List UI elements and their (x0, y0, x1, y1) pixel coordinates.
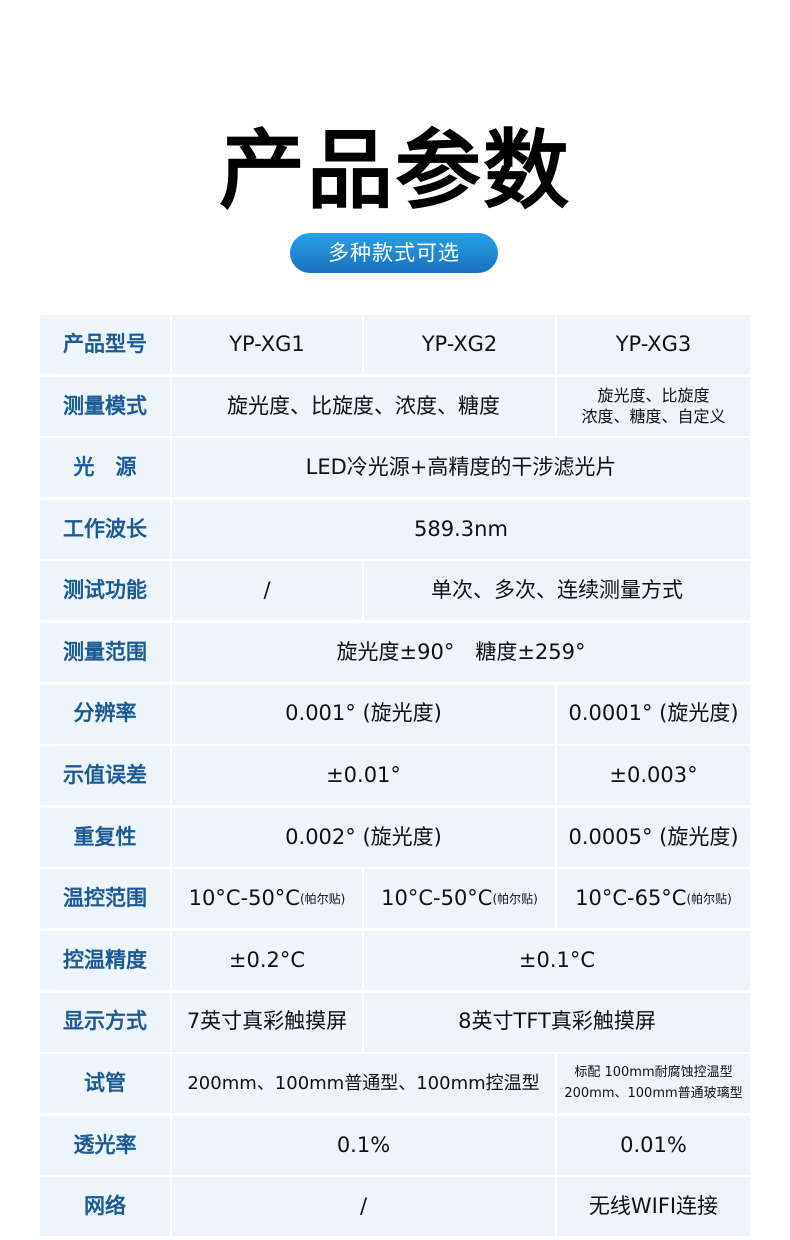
value-text: 0.0005° (旋光度) (568, 824, 739, 849)
spec-value: LED冷光源+高精度的干涉滤光片 (172, 438, 750, 498)
spec-row: 工作波长 589.3nm (40, 499, 750, 559)
spec-value: 8英寸TFT真彩触摸屏 (364, 992, 750, 1052)
multiline-value: 旋光度、比旋度 浓度、糖度、自定义 (581, 385, 725, 428)
spec-table: 产品型号 YP-XG1 YP-XG2 YP-XG3 测量模式 旋光度、比旋度、浓度、糖度旋… (40, 315, 750, 1239)
value-text: YP-XG1 (229, 331, 305, 356)
row-label: 产品型号 (40, 315, 170, 374)
spec-row: 温控范围 10°C-50°C (帕尔贴) 10°C-50°C (帕尔贴) 10°C-65°… (40, 869, 750, 929)
value-text: 0.001° (旋光度) (285, 701, 442, 726)
spec-value: YP-XG3 (557, 315, 750, 374)
value-text: 10°C-50°C (188, 886, 300, 911)
value-text: LED冷光源+高精度的干涉滤光片 (305, 455, 617, 480)
row-label: 测量模式 (40, 376, 170, 436)
row-label: 网络 (40, 1177, 170, 1237)
spec-value: 0.0005° (旋光度) (557, 807, 750, 867)
spec-value: 200mm、100mm普通型、100mm控温型 (172, 1054, 555, 1114)
value-text: 0.002° (旋光度) (285, 824, 442, 849)
value-text: 单次、多次、连续测量方式 (431, 578, 683, 603)
value-line: 浓度、糖度、自定义 (581, 407, 726, 427)
value-text: 8英寸TFT真彩触摸屏 (458, 1009, 656, 1034)
spec-row: 显示方式 7英寸真彩触摸屏 8英寸TFT真彩触摸屏 (40, 992, 750, 1052)
row-label: 光 源 (40, 438, 170, 498)
spec-row: 测试功能 / 单次、多次、连续测量方式 (40, 561, 750, 621)
spec-value: 7英寸真彩触摸屏 (172, 992, 362, 1052)
value-line: 旋光度、比旋度 (597, 385, 710, 405)
spec-row: 光 源 LED冷光源+高精度的干涉滤光片 (40, 438, 750, 498)
value-text: 10°C-65°C (575, 886, 687, 911)
row-label: 工作波长 (40, 499, 170, 559)
spec-row: 测量范围 旋光度±90° 糖度±259° (40, 622, 750, 682)
spec-value: YP-XG2 (364, 315, 555, 374)
value-note: (帕尔贴) (492, 891, 538, 906)
spec-row: 产品型号 YP-XG1 YP-XG2 YP-XG3 (40, 315, 750, 374)
spec-value: 10°C-50°C (帕尔贴) (172, 869, 362, 929)
spec-value: 单次、多次、连续测量方式 (364, 561, 750, 621)
multiline-value: 标配 100mm耐腐蚀控温型 200mm、100mm普通玻璃型 (564, 1063, 742, 1105)
value-note: (帕尔贴) (686, 891, 732, 906)
row-label: 测试功能 (40, 561, 170, 621)
value-text: 无线WIFI连接 (588, 1194, 719, 1219)
options-badge: 多种款式可选 (290, 233, 498, 273)
row-label: 分辨率 (40, 684, 170, 744)
spec-value: 0.002° (旋光度) (172, 807, 555, 867)
value-text: ±0.01° (326, 763, 401, 788)
value-line: 标配 100mm耐腐蚀控温型 (574, 1064, 733, 1080)
spec-value: 0.0001° (旋光度) (557, 684, 750, 744)
value-text: 0.1% (336, 1132, 391, 1157)
value-text: ±0.2°C (228, 947, 306, 972)
row-label: 试管 (40, 1054, 170, 1114)
spec-value: 589.3nm (172, 499, 750, 559)
spec-row: 重复性 0.002° (旋光度) 0.0005° (旋光度) (40, 807, 750, 867)
value-text: 旋光度、比旋度、浓度、糖度 (227, 393, 500, 418)
spec-value: 标配 100mm耐腐蚀控温型 200mm、100mm普通玻璃型 (557, 1054, 750, 1114)
value-text: 0.0001° (旋光度) (568, 701, 739, 726)
value-text: / (263, 578, 271, 603)
value-text: 0.01% (620, 1132, 687, 1157)
spec-value: 0.001° (旋光度) (172, 684, 555, 744)
row-label: 显示方式 (40, 992, 170, 1052)
row-label: 重复性 (40, 807, 170, 867)
spec-value: 10°C-50°C (帕尔贴) (364, 869, 555, 929)
row-label: 控温精度 (40, 930, 170, 990)
spec-value: 无线WIFI连接 (557, 1177, 750, 1237)
spec-row: 试管 200mm、100mm普通型、100mm控温型 标配 100mm耐腐蚀控温型 2… (40, 1054, 750, 1114)
spec-value: ±0.2°C (172, 930, 362, 990)
value-text: 10°C-50°C (381, 886, 493, 911)
spec-row: 分辨率 0.001° (旋光度) 0.0001° (旋光度) (40, 684, 750, 744)
value-text: 7英寸真彩触摸屏 (186, 1009, 348, 1034)
value-text: 200mm、100mm普通型、100mm控温型 (187, 1072, 540, 1094)
value-line: 200mm、100mm普通玻璃型 (564, 1085, 743, 1101)
row-label: 透光率 (40, 1115, 170, 1175)
spec-value: 0.1% (172, 1115, 555, 1175)
spec-value: / (172, 561, 362, 621)
spec-value: 旋光度、比旋度 浓度、糖度、自定义 (557, 376, 750, 436)
spec-row: 示值误差 ±0.01° ±0.003° (40, 746, 750, 806)
spec-value: YP-XG1 (172, 315, 362, 374)
value-text: 589.3nm (414, 516, 508, 541)
value-note: (帕尔贴) (299, 891, 346, 906)
spec-value: / (172, 1177, 555, 1237)
value-text: ±0.1°C (518, 947, 596, 972)
spec-value: 旋光度±90° 糖度±259° (172, 622, 750, 682)
row-label: 温控范围 (40, 869, 170, 929)
row-label: 示值误差 (40, 746, 170, 806)
spec-row: 测量模式 旋光度、比旋度、浓度、糖度 旋光度、比旋度 浓度、糖度、自定义 (40, 376, 750, 436)
value-text: 旋光度±90° 糖度±259° (336, 639, 586, 664)
spec-value: 0.01% (557, 1115, 750, 1175)
value-text: / (359, 1194, 368, 1219)
spec-row: 网络 / 无线WIFI连接 (40, 1177, 750, 1237)
spec-value: 旋光度、比旋度、浓度、糖度 (172, 376, 555, 436)
spec-value: ±0.1°C (364, 930, 750, 990)
page-title: 产品参数 (219, 120, 571, 221)
value-text: YP-XG3 (615, 331, 692, 356)
value-text: ±0.003° (609, 763, 698, 788)
spec-row: 控温精度 ±0.2°C ±0.1°C (40, 930, 750, 990)
spec-value: ±0.01° (172, 746, 555, 806)
spec-value: 10°C-65°C (帕尔贴) (557, 869, 750, 929)
spec-row: 透光率 0.1% 0.01% (40, 1115, 750, 1175)
spec-value: ±0.003° (557, 746, 750, 806)
value-text: YP-XG2 (421, 331, 498, 356)
row-label: 测量范围 (40, 622, 170, 682)
